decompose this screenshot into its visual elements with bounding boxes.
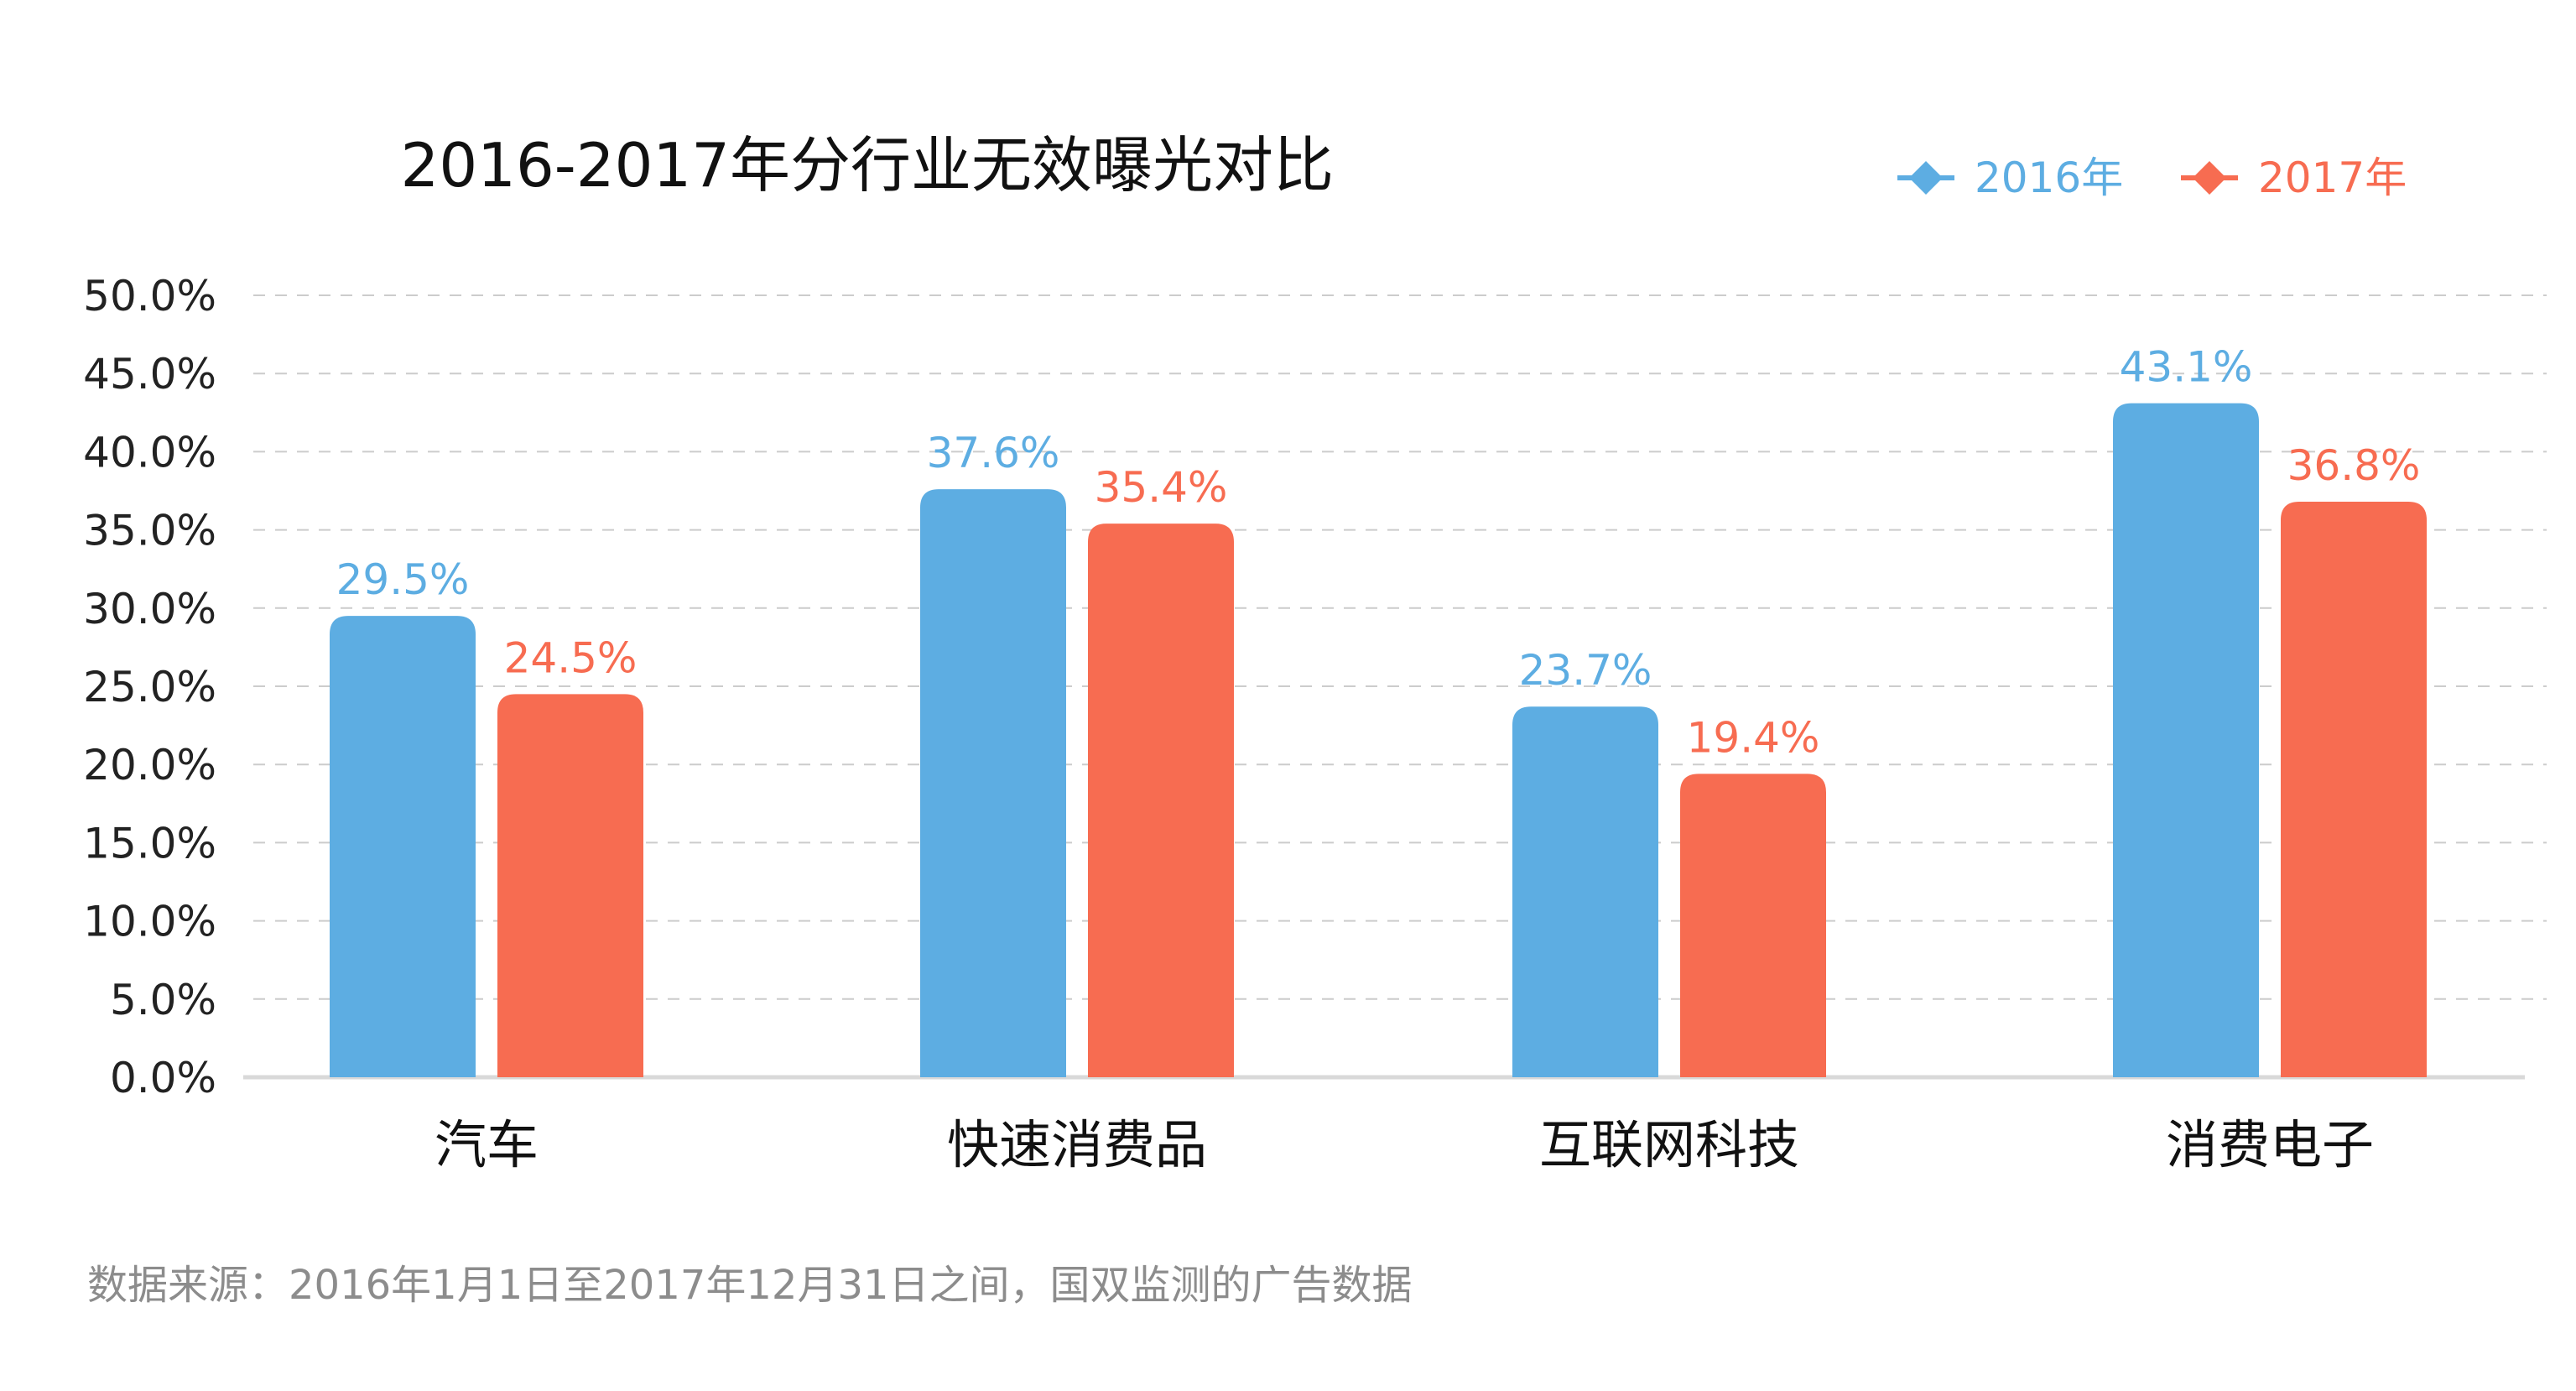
data-labels: 29.5% 24.5% 37.6% 35.4% 23.7% 19.4% 43.1% 36.8% <box>336 343 2421 763</box>
bar-2017-3 <box>1680 774 1826 1077</box>
y-tick-label: 0.0% <box>110 1054 216 1102</box>
y-tick-label: 30.0% <box>83 585 216 633</box>
data-label: 29.5% <box>336 555 470 604</box>
data-label: 36.8% <box>2287 441 2421 490</box>
legend-label: 2016年 <box>1975 154 2123 202</box>
bar-2017-2 <box>1088 524 1234 1077</box>
bar-2016-1 <box>330 616 476 1077</box>
y-tick-label: 50.0% <box>83 272 216 320</box>
bar-2016-3 <box>1512 706 1658 1077</box>
data-label: 19.4% <box>1687 713 1820 762</box>
y-tick-label: 25.0% <box>83 663 216 711</box>
data-label: 35.4% <box>1095 463 1228 512</box>
y-tick-label: 5.0% <box>110 976 216 1024</box>
data-label: 43.1% <box>2120 343 2253 392</box>
bar-2017-4 <box>2281 502 2427 1077</box>
y-tick-label: 20.0% <box>83 741 216 789</box>
data-label: 37.6% <box>927 429 1060 477</box>
bar-2016-2 <box>920 489 1066 1077</box>
legend: 2016年 2017年 <box>1897 154 2407 202</box>
legend-item-1: 2016年 <box>1897 154 2123 202</box>
legend-diamond-icon <box>2193 161 2226 195</box>
y-tick-label: 45.0% <box>83 350 216 399</box>
legend-item-2: 2017年 <box>2181 154 2407 202</box>
legend-label: 2017年 <box>2258 154 2407 202</box>
legend-diamond-icon <box>1909 161 1943 195</box>
x-axis-category-labels: 汽车 快速消费品 互联网科技 消费电子 <box>435 1114 2374 1175</box>
bar-2016-4 <box>2113 403 2259 1078</box>
data-label: 24.5% <box>504 633 637 682</box>
bars <box>330 403 2427 1078</box>
bar-2017-1 <box>497 694 643 1077</box>
y-axis-tick-labels: 0.0% 5.0% 10.0% 15.0% 20.0% 25.0% 30.0% 35.0% 40… <box>83 272 216 1102</box>
category-label: 消费电子 <box>2166 1114 2374 1175</box>
y-tick-label: 15.0% <box>83 819 216 867</box>
data-label: 23.7% <box>1519 646 1652 695</box>
source-note: 数据来源：2016年1月1日至2017年12月31日之间，国双监测的广告数据 <box>87 1262 1413 1309</box>
category-label: 快速消费品 <box>947 1114 1207 1175</box>
chart-title: 2016-2017年分行业无效曝光对比 <box>401 130 1334 201</box>
y-tick-label: 40.0% <box>83 428 216 477</box>
y-tick-label: 10.0% <box>83 898 216 946</box>
category-label: 汽车 <box>435 1114 539 1175</box>
y-tick-label: 35.0% <box>83 507 216 555</box>
category-label: 互联网科技 <box>1539 1114 1799 1175</box>
